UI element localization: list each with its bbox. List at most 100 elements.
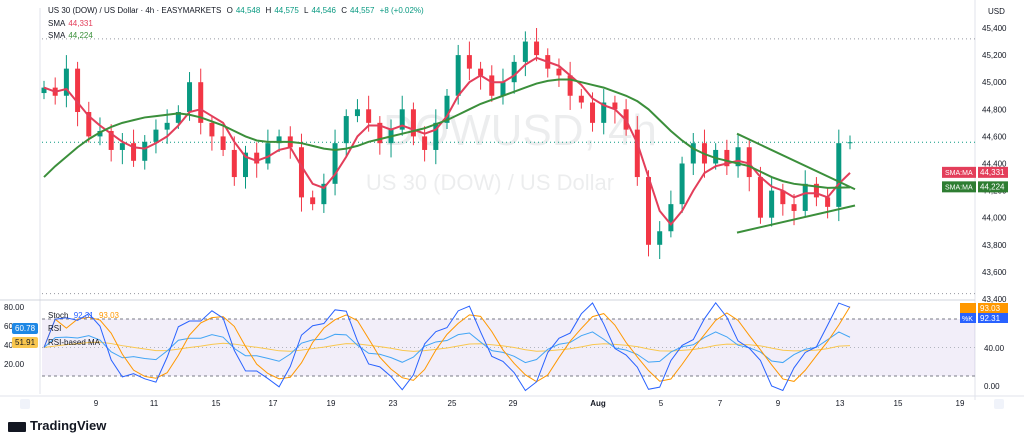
stoch-k-line[interactable] — [43, 302, 851, 392]
triangle-lower-trendline[interactable] — [736, 204, 856, 234]
candle-body — [422, 136, 428, 150]
close-label: C — [341, 6, 347, 15]
candle-body — [63, 68, 69, 96]
candle-body — [444, 95, 450, 123]
price-tick-label: 44,000 — [982, 214, 1007, 223]
sma-legend-2[interactable]: SMA 44,224 — [48, 31, 96, 40]
symbol-legend: US 30 (DOW) / US Dollar · 4h · EASYMARKE… — [48, 6, 427, 15]
tradingview-logo[interactable]: TradingView — [8, 418, 106, 433]
rsi-ma-legend[interactable]: RSI-based MA — [48, 338, 103, 347]
candle-body — [813, 183, 819, 198]
open-label: O — [226, 6, 233, 15]
price-tick-label: 45,000 — [982, 78, 1007, 87]
candle-body — [399, 109, 405, 130]
watermark-subtitle: US 30 (DOW) / US Dollar — [366, 170, 614, 195]
candle-body — [802, 183, 808, 211]
candle-body — [131, 143, 137, 161]
candle-body — [298, 147, 304, 198]
candle-body — [86, 112, 92, 137]
rsi-ma-label: RSI-based MA — [48, 338, 101, 347]
low-label: L — [304, 6, 309, 15]
sma-label: SMA — [48, 19, 66, 28]
price-tick-label: 45,200 — [982, 51, 1007, 60]
sma-line-1[interactable] — [43, 56, 851, 227]
candle-body — [746, 147, 752, 178]
time-tick-label: 25 — [448, 399, 457, 408]
sma-axis-tag-value-text: 44,331 — [980, 168, 1005, 177]
candle-body — [590, 102, 596, 123]
sma-axis-tag-value — [978, 166, 1008, 178]
candle-body — [522, 41, 528, 62]
triangle-upper-trendline[interactable] — [736, 132, 856, 191]
candle-body — [310, 197, 316, 205]
candle-body — [836, 143, 842, 207]
candle-body — [466, 55, 472, 69]
sma-axis-tag-text: SMA:MA — [945, 184, 973, 191]
osc-tag-label-text: %K — [962, 316, 973, 323]
time-tick-label: 11 — [150, 399, 159, 408]
candle-body — [657, 231, 663, 245]
time-tick-label: 29 — [509, 399, 518, 408]
candle-body — [769, 190, 775, 218]
osc-tag-value — [978, 303, 1008, 313]
sma-axis-tag-label — [942, 166, 976, 178]
sma-label: SMA — [48, 31, 66, 40]
candle-body — [321, 183, 327, 205]
sma-axis-tag-text: SMA:MA — [945, 170, 973, 177]
time-tick-label: 9 — [776, 399, 781, 408]
rsi-legend[interactable]: RSI — [48, 324, 64, 333]
candle-body — [825, 197, 831, 207]
candle-body — [500, 82, 506, 96]
candle-body — [847, 142, 853, 144]
candle-body — [601, 102, 607, 123]
osc-tag-label — [960, 303, 976, 313]
sma-legend-1[interactable]: SMA 44,331 — [48, 19, 96, 28]
candle-body — [534, 41, 540, 56]
zoom-reset-icon[interactable] — [20, 399, 30, 409]
osc-tag-label — [960, 313, 976, 323]
stoch-d-line[interactable] — [43, 306, 851, 383]
price-axis-unit: USD — [988, 7, 1005, 16]
candle-body — [209, 122, 215, 137]
candle-body — [108, 130, 114, 150]
stoch-k-value: 92.31 — [73, 311, 94, 320]
candle-body — [724, 149, 730, 167]
high-label: H — [265, 6, 272, 15]
rsi-line[interactable] — [43, 331, 851, 364]
candle-body — [142, 141, 148, 161]
candle-body — [511, 61, 517, 83]
candle-body — [713, 149, 719, 164]
price-tick-label: 43,800 — [982, 241, 1007, 250]
candle-body — [75, 68, 81, 113]
rsi-tick-label: 20.00 — [4, 360, 25, 369]
candle-body — [97, 130, 103, 137]
candle-body — [690, 143, 696, 164]
candle-body — [276, 136, 282, 144]
sma-value: 44,331 — [68, 19, 93, 28]
sma-axis-tag-value-text: 44,224 — [980, 182, 1005, 191]
tradingview-icon — [8, 421, 26, 432]
candle-body — [478, 68, 484, 76]
time-tick-label: 9 — [94, 399, 99, 408]
candle-body — [735, 147, 741, 167]
time-tick-label: 23 — [389, 399, 398, 408]
candle-body — [354, 109, 360, 117]
rsi-value-tag: 60.78 — [12, 323, 39, 334]
time-tick-label: 15 — [894, 399, 903, 408]
stoch-legend[interactable]: Stoch 92.31 93.03 — [48, 311, 122, 320]
brand-name: TradingView — [30, 418, 107, 433]
open-value: 44,548 — [235, 6, 261, 15]
rsi-ma-line[interactable] — [43, 341, 851, 352]
time-tick-label: 19 — [327, 399, 336, 408]
watermark-title: DOWUSD, 4h — [383, 106, 657, 155]
sma-line-2[interactable] — [43, 78, 851, 189]
time-tick-label: 13 — [836, 399, 845, 408]
time-tick-label: 19 — [956, 399, 965, 408]
auto-scale-icon[interactable] — [994, 399, 1004, 409]
candle-body — [175, 112, 181, 123]
candle-body — [153, 129, 159, 142]
candle-body — [377, 122, 383, 144]
candle-body — [332, 143, 338, 184]
rsi-ma-value-tag: 51.91 — [12, 337, 39, 348]
